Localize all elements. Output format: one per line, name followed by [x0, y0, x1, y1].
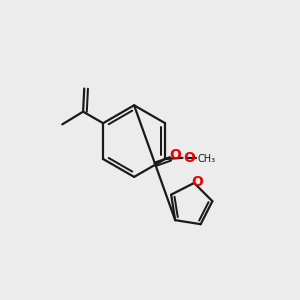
Text: CH₃: CH₃	[197, 154, 216, 164]
Text: O: O	[191, 175, 203, 189]
Text: O: O	[184, 151, 196, 165]
Text: O: O	[169, 148, 181, 162]
